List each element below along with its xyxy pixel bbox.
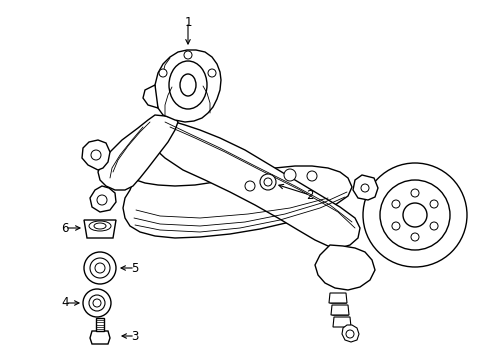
Circle shape bbox=[284, 169, 295, 181]
Polygon shape bbox=[330, 305, 348, 315]
Circle shape bbox=[260, 174, 275, 190]
Circle shape bbox=[391, 200, 399, 208]
Circle shape bbox=[91, 150, 101, 160]
Circle shape bbox=[429, 222, 437, 230]
Circle shape bbox=[306, 171, 316, 181]
Circle shape bbox=[379, 180, 449, 250]
Circle shape bbox=[402, 203, 426, 227]
Circle shape bbox=[410, 233, 418, 241]
Circle shape bbox=[97, 195, 107, 205]
Circle shape bbox=[89, 295, 105, 311]
Polygon shape bbox=[98, 115, 178, 190]
Text: 6: 6 bbox=[61, 221, 69, 234]
Circle shape bbox=[207, 69, 216, 77]
Text: 5: 5 bbox=[131, 261, 139, 274]
Circle shape bbox=[84, 252, 116, 284]
Polygon shape bbox=[341, 325, 358, 342]
Polygon shape bbox=[155, 50, 221, 122]
Text: 2: 2 bbox=[305, 189, 313, 202]
Circle shape bbox=[346, 330, 353, 338]
Circle shape bbox=[360, 184, 368, 192]
Circle shape bbox=[95, 263, 105, 273]
Polygon shape bbox=[147, 116, 359, 248]
Polygon shape bbox=[332, 317, 350, 327]
Polygon shape bbox=[328, 293, 346, 303]
Circle shape bbox=[244, 181, 254, 191]
Text: 4: 4 bbox=[61, 297, 69, 310]
Ellipse shape bbox=[94, 223, 106, 229]
Polygon shape bbox=[90, 331, 110, 344]
Circle shape bbox=[83, 289, 111, 317]
Polygon shape bbox=[352, 175, 377, 200]
Circle shape bbox=[362, 163, 466, 267]
Ellipse shape bbox=[180, 74, 196, 96]
Circle shape bbox=[391, 222, 399, 230]
Polygon shape bbox=[123, 166, 351, 238]
Circle shape bbox=[264, 178, 271, 186]
Circle shape bbox=[410, 189, 418, 197]
Polygon shape bbox=[84, 220, 116, 238]
Polygon shape bbox=[142, 85, 158, 108]
Circle shape bbox=[429, 200, 437, 208]
Ellipse shape bbox=[169, 61, 206, 109]
Polygon shape bbox=[314, 245, 374, 290]
Polygon shape bbox=[96, 318, 104, 331]
Ellipse shape bbox=[89, 221, 111, 231]
Polygon shape bbox=[82, 140, 110, 170]
Polygon shape bbox=[90, 186, 116, 212]
Circle shape bbox=[93, 299, 101, 307]
Circle shape bbox=[90, 258, 110, 278]
Text: 3: 3 bbox=[131, 329, 139, 342]
Circle shape bbox=[183, 51, 192, 59]
Text: 1: 1 bbox=[184, 15, 191, 28]
Circle shape bbox=[159, 69, 167, 77]
